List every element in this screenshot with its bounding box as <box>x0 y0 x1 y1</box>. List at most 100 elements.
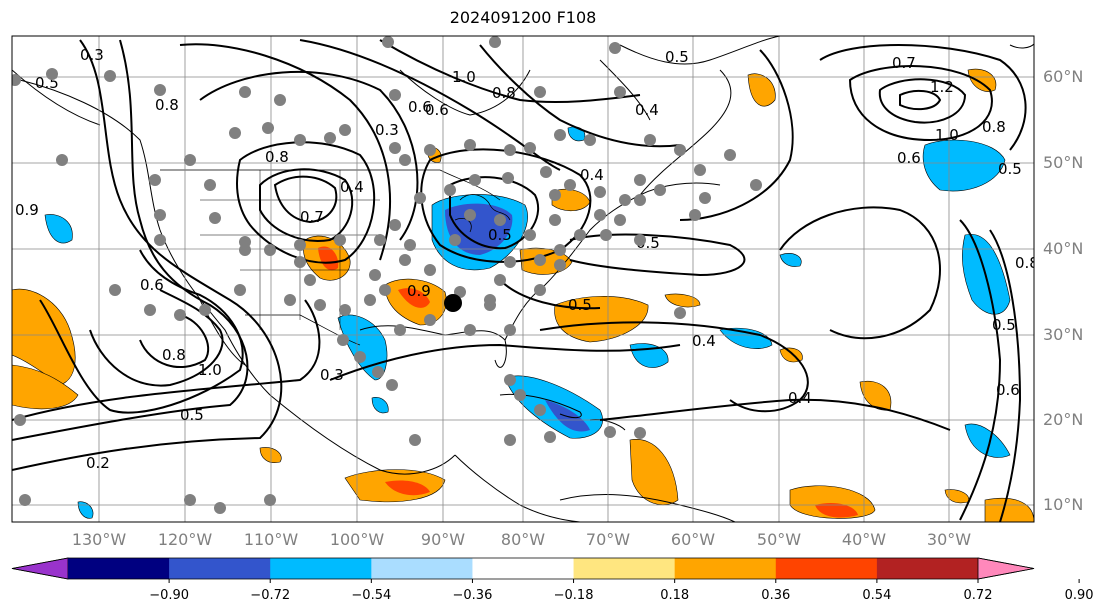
colorbar-tick-label: 0.72 <box>964 588 993 603</box>
contour-7 <box>273 175 338 224</box>
station-marker <box>339 124 351 136</box>
station-marker <box>564 179 576 191</box>
station-marker <box>304 274 316 286</box>
station-marker <box>750 179 762 191</box>
station-marker <box>444 184 456 196</box>
station-marker <box>354 351 366 363</box>
station-marker <box>424 264 436 276</box>
station-marker <box>634 427 646 439</box>
station-marker <box>14 414 26 426</box>
station-marker <box>554 129 566 141</box>
station-marker <box>399 254 411 266</box>
colorbar-segment <box>472 558 575 579</box>
shade-cyan-midatl2 <box>719 327 773 349</box>
shade-orange-pac2 <box>259 447 282 463</box>
contour-16 <box>539 321 809 413</box>
station-marker <box>184 494 196 506</box>
contour-1 <box>12 39 283 471</box>
contour-22 <box>899 89 942 111</box>
clabel-7: 0.7 <box>892 54 916 72</box>
lon-label: 40°W <box>842 530 886 549</box>
clabel-28: 0.5 <box>180 406 204 424</box>
station-marker <box>339 304 351 316</box>
lat-label: 30°N <box>1043 325 1083 344</box>
station-marker <box>654 184 666 196</box>
lat-label: 50°N <box>1043 153 1083 172</box>
station-marker <box>262 122 274 134</box>
station-marker <box>337 334 349 346</box>
station-marker <box>554 259 566 271</box>
contour-21 <box>878 78 967 124</box>
coast-greenland <box>619 36 781 65</box>
clabel-9: 1.0 <box>935 126 959 144</box>
colorbar: −0.90 −0.72 −0.54 −0.36 −0.18 0.18 0.36 0.54 0.7… <box>11 557 1094 603</box>
station-marker <box>424 314 436 326</box>
contour-6 <box>259 168 354 242</box>
station-marker <box>409 434 421 446</box>
station-marker <box>239 244 251 256</box>
station-marker <box>504 144 516 156</box>
station-marker <box>374 234 386 246</box>
lon-label: 90°W <box>421 530 465 549</box>
lat-label: 10°N <box>1043 495 1083 514</box>
clabel-6: 0.5 <box>665 48 689 66</box>
station-marker <box>449 234 461 246</box>
clabel-32: 0.6 <box>996 381 1020 399</box>
map-frame <box>11 35 1035 523</box>
shade-orange-n-atl <box>747 73 776 107</box>
station-marker <box>489 36 501 48</box>
contour-25 <box>959 219 1002 521</box>
station-marker <box>264 494 276 506</box>
station-marker <box>264 244 276 256</box>
contour-24 <box>679 49 794 221</box>
station-marker <box>386 379 398 391</box>
station-marker <box>634 194 646 206</box>
station-marker <box>674 307 686 319</box>
colorbar-tick-label: 0.90 <box>1065 588 1094 603</box>
station-marker <box>399 154 411 166</box>
clabel-21: 0.4 <box>340 178 364 196</box>
lon-label: 80°W <box>501 530 545 549</box>
colorbar-segment <box>775 558 878 579</box>
station-marker <box>699 192 711 204</box>
contour-10 <box>179 43 391 261</box>
contour-28 <box>499 279 601 310</box>
colorbar-extend-low <box>11 557 69 580</box>
station-marker <box>364 294 376 306</box>
station-marker <box>694 164 706 176</box>
clabel-26: 1.0 <box>198 361 222 379</box>
contour-4 <box>89 289 224 387</box>
station-marker <box>674 144 686 156</box>
shade-orange-atl4 <box>664 293 701 308</box>
contour-29 <box>479 44 681 148</box>
contour-2 <box>12 39 249 441</box>
clabel-20: 0.6 <box>140 276 164 294</box>
clabel-4: 0.8 <box>492 84 516 102</box>
station-markers <box>12 36 762 514</box>
contour-27 <box>599 398 951 431</box>
shade-red-plains <box>318 246 339 271</box>
contour-5 <box>139 314 210 369</box>
coast-iceland <box>1009 43 1034 49</box>
station-marker <box>614 86 626 98</box>
station-marker <box>514 389 526 401</box>
station-marker <box>594 209 606 221</box>
graticule <box>12 36 1034 522</box>
clabel-5: 0.4 <box>580 166 604 184</box>
contour-17 <box>329 343 681 381</box>
station-marker <box>389 142 401 154</box>
contour-3 <box>39 249 244 414</box>
station-marker <box>584 134 596 146</box>
clabel-29: 0.4 <box>692 332 716 350</box>
station-marker <box>464 324 476 336</box>
contour-26 <box>989 229 1022 522</box>
station-marker <box>56 154 68 166</box>
clabel-17: 0.4 <box>635 101 659 119</box>
shade-cyan-bay <box>371 397 389 414</box>
station-marker <box>389 219 401 231</box>
coast-mexico <box>269 394 456 475</box>
station-marker <box>594 186 606 198</box>
station-marker <box>600 229 612 241</box>
station-marker <box>372 366 384 378</box>
shade-cyan-e-atl2 <box>964 423 1011 458</box>
